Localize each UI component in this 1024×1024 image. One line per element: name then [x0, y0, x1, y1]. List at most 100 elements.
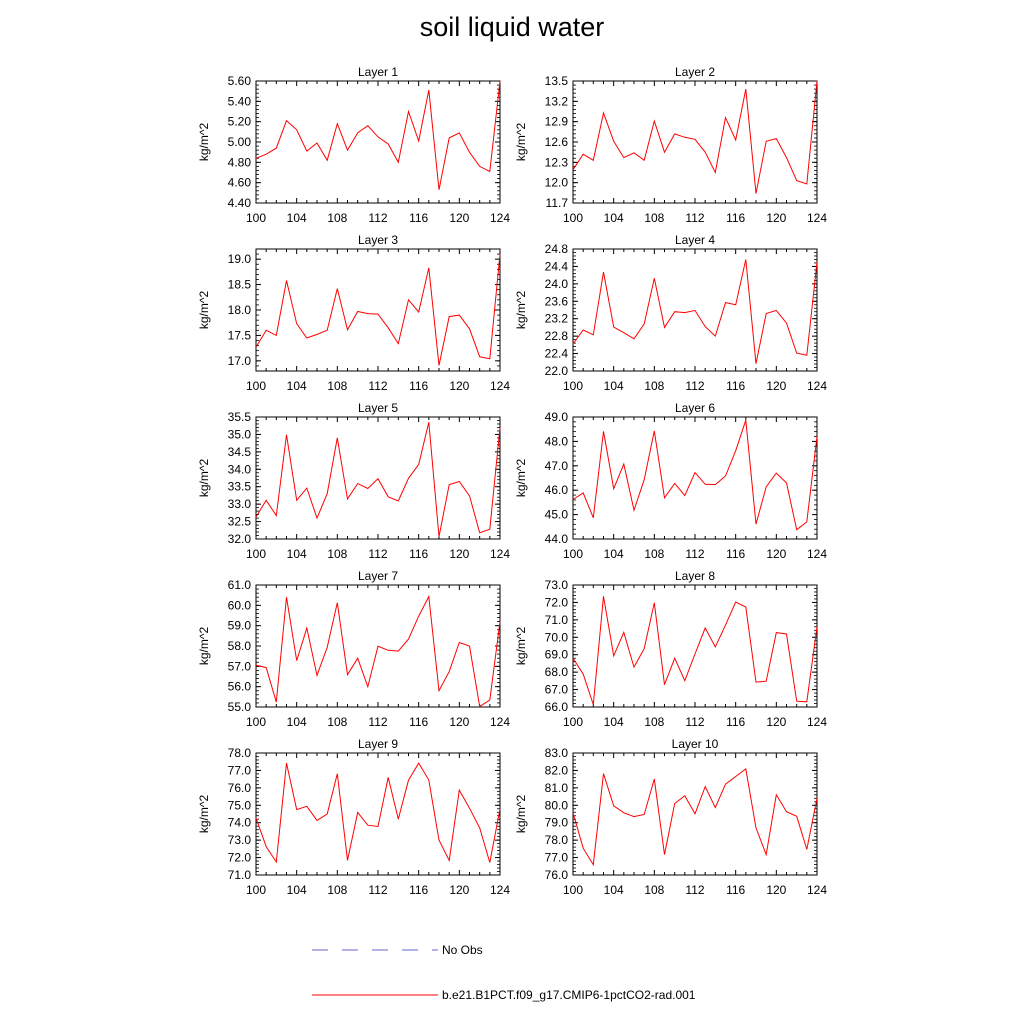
y-tick-label: 61.0	[228, 578, 252, 592]
panel-title: Layer 10	[672, 737, 719, 751]
y-tick-label: 5.20	[228, 115, 252, 129]
y-tick-label: 77.0	[545, 851, 569, 865]
y-axis-label: kg/m^2	[514, 459, 528, 498]
x-tick-label: 124	[490, 883, 510, 897]
x-tick-label: 124	[490, 211, 510, 225]
x-tick-label: 104	[287, 547, 307, 561]
y-tick-label: 34.5	[228, 445, 252, 459]
y-axis-label: kg/m^2	[197, 459, 211, 498]
chart-panel-layer-1: Layer 1 kg/m^2 100 104 108 112 116 120 124 4.40 4.…	[197, 65, 510, 225]
x-tick-label: 124	[807, 547, 827, 561]
chart-main-title: soil liquid water	[419, 12, 605, 42]
x-tick-label: 100	[246, 547, 266, 561]
y-tick-label: 33.0	[228, 497, 252, 511]
x-tick-label: 120	[766, 379, 786, 393]
y-tick-label: 48.0	[545, 434, 569, 448]
chart-panel-layer-6: Layer 6 kg/m^2 100 104 108 112 116 120 124 44.0 45…	[514, 401, 827, 561]
panel-title: Layer 2	[675, 65, 715, 79]
panel-title: Layer 7	[358, 569, 398, 583]
panel-title: Layer 5	[358, 401, 398, 415]
x-tick-label: 120	[449, 211, 469, 225]
x-tick-label: 100	[563, 715, 583, 729]
panel-title: Layer 8	[675, 569, 715, 583]
panel-title: Layer 9	[358, 737, 398, 751]
x-tick-label: 112	[685, 715, 704, 729]
y-tick-label: 12.6	[545, 135, 569, 149]
y-tick-label: 71.0	[545, 613, 569, 627]
y-tick-label: 17.0	[228, 354, 252, 368]
x-tick-label: 104	[287, 379, 307, 393]
x-tick-label: 100	[563, 379, 583, 393]
plot-frame	[255, 80, 501, 204]
x-tick-label: 104	[287, 715, 307, 729]
x-tick-label: 124	[490, 547, 510, 561]
y-tick-label: 22.0	[545, 364, 569, 378]
chart-panel-layer-3: Layer 3 kg/m^2 100 104 108 112 116 120 124 17.0 17…	[197, 233, 510, 393]
y-tick-label: 75.0	[228, 798, 252, 812]
x-tick-label: 108	[644, 547, 664, 561]
x-tick-label: 108	[644, 715, 664, 729]
x-tick-label: 120	[766, 547, 786, 561]
y-tick-label: 76.0	[545, 868, 569, 882]
y-tick-label: 5.40	[228, 94, 252, 108]
y-tick-label: 79.0	[545, 816, 569, 830]
x-tick-label: 112	[685, 379, 704, 393]
x-tick-label: 112	[368, 715, 387, 729]
chart-panel-layer-7: Layer 7 kg/m^2 100 104 108 112 116 120 124 55.0 56…	[197, 569, 510, 729]
series-line	[572, 596, 818, 705]
y-tick-label: 55.0	[228, 700, 252, 714]
panel-title: Layer 4	[675, 233, 715, 247]
y-axis-label: kg/m^2	[514, 795, 528, 834]
series-line	[255, 254, 501, 366]
chart-panel-layer-10: Layer 10 kg/m^2 100 104 108 112 116 120 124 76.0 7…	[514, 737, 827, 897]
series-line	[255, 422, 501, 537]
y-tick-label: 12.9	[545, 115, 569, 129]
y-tick-label: 74.0	[228, 816, 252, 830]
series-line	[572, 259, 818, 364]
y-tick-label: 76.0	[228, 781, 252, 795]
x-tick-label: 100	[246, 211, 266, 225]
x-tick-label: 124	[807, 379, 827, 393]
x-tick-label: 116	[726, 715, 745, 729]
y-tick-label: 19.0	[228, 252, 252, 266]
x-tick-label: 108	[327, 211, 347, 225]
series-line	[572, 80, 818, 194]
y-tick-label: 13.2	[545, 94, 569, 108]
x-tick-label: 108	[327, 883, 347, 897]
x-tick-label: 120	[449, 379, 469, 393]
x-tick-label: 112	[368, 547, 387, 561]
x-tick-label: 108	[327, 547, 347, 561]
y-tick-label: 78.0	[228, 746, 252, 760]
y-tick-label: 45.0	[545, 508, 569, 522]
series-line	[572, 420, 818, 531]
x-tick-label: 100	[246, 883, 266, 897]
panel-title: Layer 3	[358, 233, 398, 247]
x-tick-label: 120	[766, 883, 786, 897]
y-tick-label: 22.8	[545, 329, 569, 343]
y-tick-label: 46.0	[545, 483, 569, 497]
x-tick-label: 116	[409, 379, 428, 393]
x-tick-label: 116	[409, 547, 428, 561]
y-tick-label: 57.0	[228, 659, 252, 673]
chart-panel-layer-5: Layer 5 kg/m^2 100 104 108 112 116 120 124 32.0 32…	[197, 401, 510, 561]
x-tick-label: 108	[644, 211, 664, 225]
y-tick-label: 5.60	[228, 74, 252, 88]
y-axis-label: kg/m^2	[514, 627, 528, 666]
plot-frame	[572, 80, 818, 204]
x-tick-label: 104	[604, 211, 624, 225]
y-tick-label: 12.0	[545, 176, 569, 190]
plot-frame	[572, 584, 818, 708]
y-tick-label: 72.0	[228, 851, 252, 865]
chart-panel-layer-4: Layer 4 kg/m^2 100 104 108 112 116 120 124 22.0 22…	[514, 233, 827, 393]
x-tick-label: 124	[807, 715, 827, 729]
y-tick-label: 82.0	[545, 763, 569, 777]
y-tick-label: 23.6	[545, 294, 569, 308]
y-tick-label: 17.5	[228, 328, 252, 342]
y-tick-label: 69.0	[545, 648, 569, 662]
x-tick-label: 104	[287, 211, 307, 225]
y-tick-label: 70.0	[545, 630, 569, 644]
y-tick-label: 81.0	[545, 781, 569, 795]
series-line	[572, 768, 818, 867]
y-tick-label: 56.0	[228, 680, 252, 694]
y-tick-label: 18.0	[228, 303, 252, 317]
